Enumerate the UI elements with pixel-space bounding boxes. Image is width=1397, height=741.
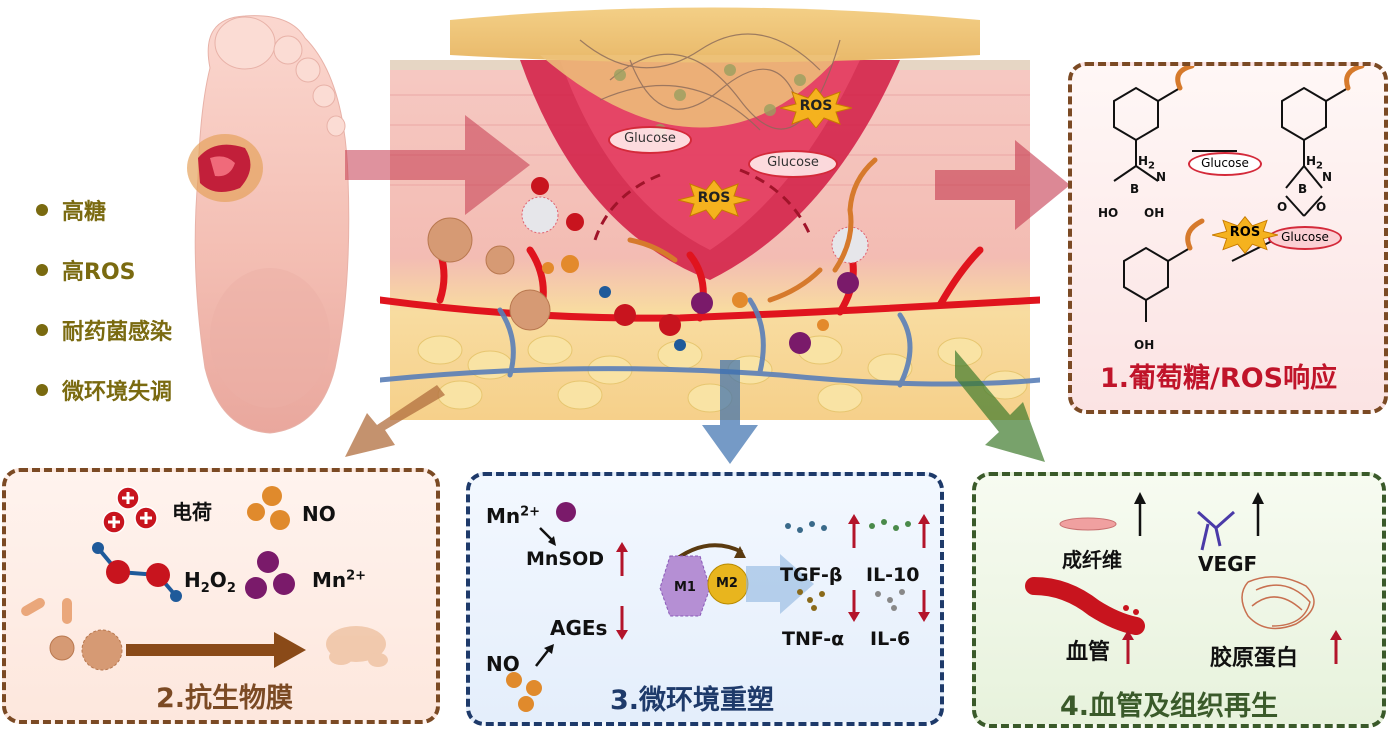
glucose-text: Glucose (624, 131, 676, 146)
mn-label: Mn2+ (486, 504, 540, 528)
anti-biofilm-diagram (21, 486, 388, 671)
bullet-label: 高糖 (62, 200, 107, 225)
il6-label: IL-6 (870, 628, 911, 650)
bullet-dot (36, 204, 48, 216)
microenvironment-diagram (506, 502, 930, 712)
mn-label: Mn2+ (312, 568, 366, 592)
bullet-dot (36, 384, 48, 396)
bullet-item: 高糖 (36, 180, 172, 240)
h2-label-2: H2 (1306, 154, 1323, 171)
wound-tissue-illustration (376, 0, 1044, 430)
mn-sup: 2+ (520, 504, 541, 520)
p1-ros-burst: ROS (1211, 215, 1279, 255)
arrow-foot-to-scene (345, 110, 535, 224)
panel-title: 2.抗生物膜 (156, 683, 294, 714)
bullet-dot (36, 264, 48, 276)
glucose-text: Glucose (1281, 230, 1329, 244)
ros-text: ROS (1229, 225, 1261, 240)
scene-glucose-label-1: Glucose (608, 126, 692, 154)
bullet-item: 耐药菌感染 (36, 300, 172, 360)
tgf-label: TGF-β (780, 564, 843, 586)
b-label-2: B (1298, 182, 1308, 196)
arrow-scene-to-panel1 (935, 135, 1075, 239)
ros-text: ROS (697, 190, 731, 206)
m2-label: M2 (716, 576, 738, 591)
ros-text: ROS (799, 98, 833, 114)
mn-base: Mn (486, 504, 521, 528)
scene-ros-burst-2: ROS (676, 179, 752, 221)
glucose-text: Glucose (1201, 156, 1249, 170)
bullet-item: 高ROS (36, 240, 172, 300)
foot-illustration (170, 8, 370, 438)
h-sub: 2 (1148, 160, 1156, 172)
h2o2-o: O (209, 568, 227, 592)
p1-glucose-label-2: Glucose (1268, 226, 1342, 250)
panel-title: 3.微环境重塑 (610, 685, 775, 716)
mn-sup: 2+ (346, 568, 367, 584)
o-label-right: O (1316, 200, 1327, 214)
h2o2-label: H2O2 (184, 568, 236, 596)
h2-label: H2 (1138, 154, 1155, 171)
no-label: NO (486, 652, 520, 676)
boronate-reaction-diagram (1113, 66, 1365, 322)
bullet-item: 微环境失调 (36, 360, 172, 420)
arrow-to-panel2 (345, 385, 445, 469)
scene-glucose-label-2: Glucose (748, 150, 838, 178)
scene-ros-burst-1: ROS (779, 87, 853, 129)
h2o2-h: H (184, 568, 201, 592)
panel-title: 4.血管及组织再生 (1060, 691, 1279, 722)
panel-microenvironment-remodeling: Mn2+ MnSOD AGEs NO M1 M2 TGF-β IL-10 TNF… (466, 472, 944, 726)
charge-label: 电荷 (172, 500, 212, 524)
vessel-label: 血管 (1066, 640, 1111, 665)
h2o2-sub: 2 (200, 581, 210, 596)
bullet-label: 高ROS (62, 260, 136, 285)
h-text: H (1138, 154, 1149, 168)
mn-base: Mn (312, 568, 347, 592)
b-label: B (1130, 182, 1140, 196)
ages-label: AGEs (550, 616, 608, 640)
regeneration-diagram (1025, 492, 1342, 664)
oh-label-3: OH (1134, 338, 1155, 352)
ho-label: HO (1098, 206, 1119, 220)
symptom-list: 高糖 高ROS 耐药菌感染 微环境失调 (36, 180, 172, 420)
n-label-2: N (1322, 170, 1333, 184)
no-label: NO (302, 502, 336, 526)
panel-glucose-ros-response: H2 N B HO OH H2 N B O O OH Glucose Gluco… (1068, 62, 1388, 414)
h-text: H (1306, 154, 1317, 168)
tnf-label: TNF-α (782, 628, 845, 650)
arrow-to-panel4 (945, 340, 1055, 469)
bullet-label: 微环境失调 (62, 380, 173, 405)
arrow-to-panel3 (700, 360, 760, 469)
oh-label: OH (1144, 206, 1165, 220)
fibroblast-label: 成纤维 (1062, 548, 1122, 572)
vegf-label: VEGF (1198, 552, 1258, 576)
p1-glucose-label-1: Glucose (1188, 152, 1262, 176)
panel-anti-biofilm: 电荷 NO H2O2 Mn2+ 2.抗生物膜 (2, 468, 440, 724)
bullet-dot (36, 324, 48, 336)
glucose-text: Glucose (767, 155, 819, 170)
m1-label: M1 (674, 580, 696, 595)
h2o2-sub: 2 (226, 581, 236, 596)
panel-title: 1.葡萄糖/ROS响应 (1100, 363, 1338, 394)
bullet-label: 耐药菌感染 (62, 320, 173, 345)
collagen-label: 胶原蛋白 (1210, 646, 1299, 671)
h-sub: 2 (1316, 160, 1324, 172)
o-label-left: O (1277, 200, 1288, 214)
panel-vascular-tissue-regeneration: 成纤维 VEGF 血管 胶原蛋白 4.血管及组织再生 (972, 472, 1386, 728)
il10-label: IL-10 (866, 564, 920, 586)
mnsod-label: MnSOD (526, 548, 605, 570)
n-label: N (1156, 170, 1167, 184)
